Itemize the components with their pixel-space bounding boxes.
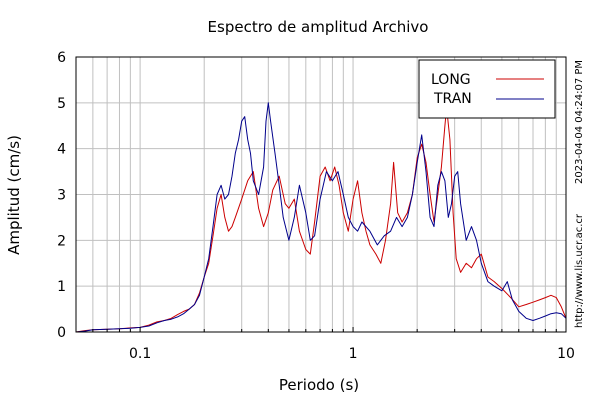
axis-ticks: 0.1 1 10 0 1 2 3 4 5 6 (57, 50, 575, 362)
legend: LONG TRAN (418, 59, 556, 119)
y-tick-label: 2 (57, 233, 66, 249)
series-line-long (75, 106, 567, 333)
source-url-watermark: http://www.lis.ucr.ac.cr (574, 214, 585, 328)
chart-title: Espectro de amplitud Archivo (208, 18, 429, 36)
series-line-tran (75, 102, 567, 333)
legend-box (418, 59, 556, 119)
legend-label-long: LONG (431, 72, 471, 88)
y-tick-label: 4 (57, 142, 66, 158)
y-tick-label: 3 (57, 188, 66, 204)
y-tick-label: 0 (57, 325, 66, 341)
x-tick-label: 0.1 (129, 346, 151, 362)
series-layer (75, 102, 567, 333)
x-tick-label: 10 (557, 346, 575, 362)
x-axis-label: Periodo (s) (279, 376, 359, 394)
y-axis-label: Amplitud (cm/s) (5, 135, 23, 255)
plot-frame (75, 56, 567, 333)
legend-label-tran: TRAN (433, 91, 472, 107)
y-tick-label: 1 (57, 279, 66, 295)
timestamp-watermark: 2023-04-04 04:24:07 PM (574, 59, 585, 184)
y-tick-label: 5 (57, 96, 66, 112)
x-tick-label: 1 (349, 346, 358, 362)
y-tick-label: 6 (57, 50, 66, 66)
